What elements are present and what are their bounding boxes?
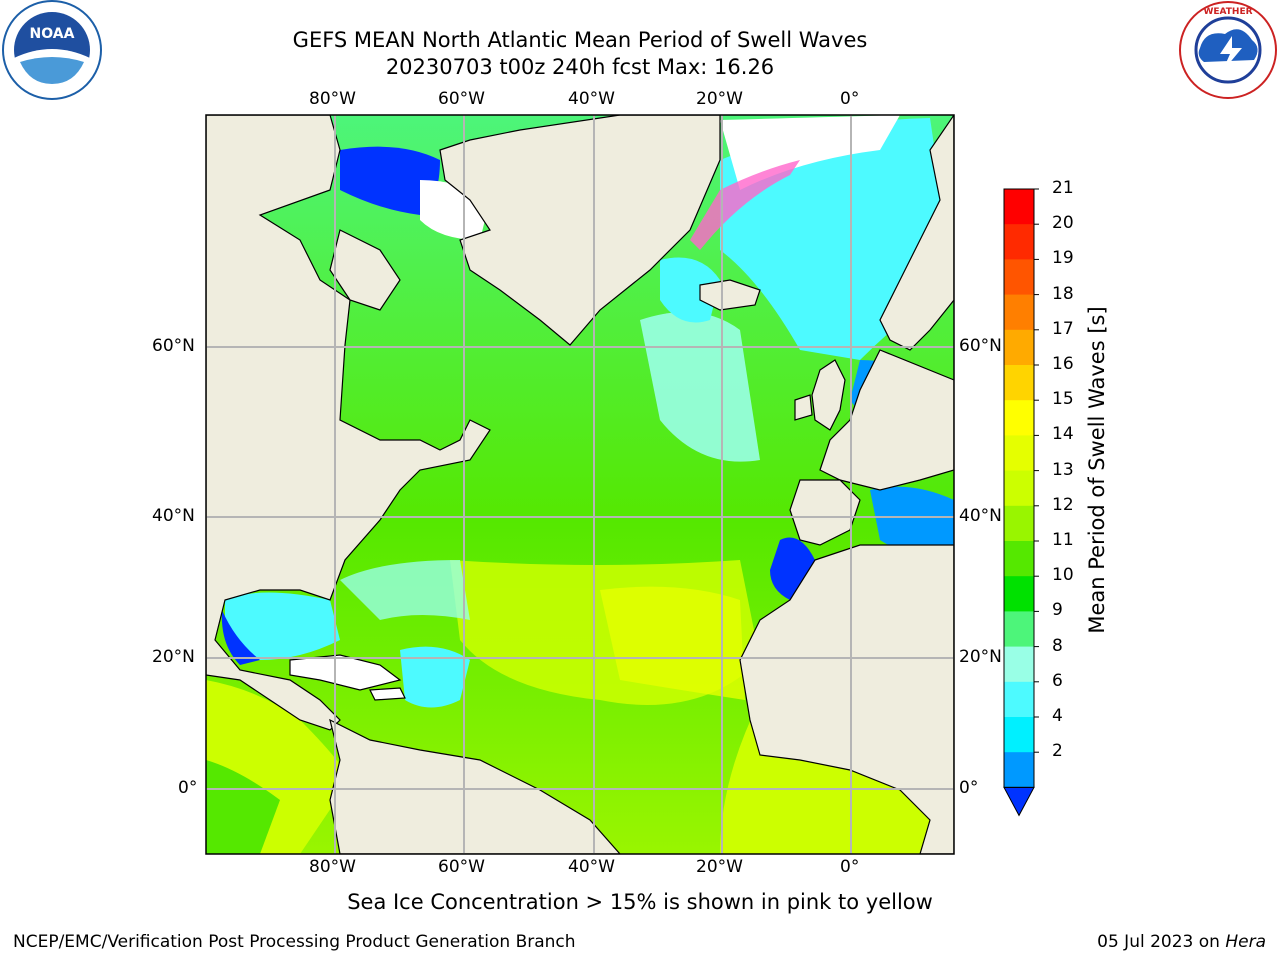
colorbar-segment (1004, 505, 1034, 542)
colorbar-tick-label: 2 (1052, 741, 1063, 762)
lat-label-right: 20°N (959, 647, 1002, 667)
noaa-logo: NOAA (2, 0, 102, 100)
footer-credit: NCEP/EMC/Verification Post Processing Pr… (13, 932, 576, 952)
lon-label-top: 20°W (696, 89, 743, 109)
colorbar-segment (1004, 435, 1034, 472)
lat-label-left: 40°N (152, 506, 195, 526)
colorbar-segment (1004, 576, 1034, 612)
colorbar-segment (1004, 646, 1034, 683)
colorbar-tick-label: 18 (1052, 283, 1074, 304)
graticule (206, 115, 954, 854)
colorbar-segment (1004, 611, 1034, 648)
lon-label-bottom: 80°W (309, 857, 356, 877)
colorbar-segment (1004, 294, 1034, 331)
lon-label-top: 0° (840, 89, 860, 109)
colorbar-tick-label: 19 (1052, 248, 1074, 269)
colorbar-segment (1004, 717, 1034, 753)
colorbar-tick-label: 10 (1052, 565, 1074, 586)
footer-host: Hera (1225, 932, 1266, 952)
swell-patch (400, 646, 470, 708)
svg-text:NOAA: NOAA (30, 26, 75, 42)
swell-patch (870, 486, 954, 560)
colorbar-segment (1004, 329, 1034, 366)
svg-text:WEATHER: WEATHER (1203, 7, 1252, 17)
colorbar-tick-label: 15 (1052, 389, 1074, 410)
lon-label-top: 60°W (438, 89, 485, 109)
colorbar-tick-label: 8 (1052, 635, 1063, 656)
swell-patch (340, 146, 440, 215)
swell-patch (640, 312, 760, 462)
colorbar-tick-label: 9 (1052, 600, 1063, 621)
lat-label-left: 20°N (152, 647, 195, 667)
colorbar-segment (1004, 470, 1034, 507)
swell-patch (206, 760, 280, 854)
lon-label-bottom: 40°W (568, 857, 615, 877)
colorbar-segment (1004, 365, 1034, 401)
colorbar-tick-label: 6 (1052, 670, 1063, 691)
colorbar-tick-label: 20 (1052, 213, 1074, 234)
swell-patch (340, 560, 470, 620)
colorbar-segment (1004, 681, 1034, 718)
colorbar-tick-label: 21 (1052, 178, 1074, 198)
colorbar-tick-label: 11 (1052, 530, 1074, 550)
colorbar-segment (1004, 259, 1034, 296)
lat-label-right: 40°N (959, 506, 1002, 526)
land (206, 115, 954, 854)
swell-patch (660, 257, 720, 323)
colorbar-segment (1004, 189, 1034, 225)
swell-patch (221, 610, 260, 665)
chart-title: GEFS MEAN North Atlantic Mean Period of … (292, 28, 868, 52)
swell-patch (600, 586, 745, 700)
lat-label-left: 0° (178, 778, 198, 798)
lon-label-top: 80°W (309, 89, 356, 109)
lat-label-right: 0° (959, 778, 979, 798)
colorbar-segment (1004, 541, 1034, 577)
lat-label-right: 60°N (959, 336, 1002, 356)
lon-label-top: 40°W (568, 89, 615, 109)
colorbar-outline (1003, 188, 1035, 788)
sea-ice-note: Sea Ice Concentration > 15% is shown in … (347, 890, 933, 914)
lon-label-bottom: 0° (840, 857, 860, 877)
colorbar-segment (1004, 224, 1034, 260)
map-frame (205, 114, 955, 855)
colorbar-title: Mean Period of Swell Waves [s] (1085, 306, 1109, 634)
lon-label-bottom: 60°W (438, 857, 485, 877)
swell-patch (225, 592, 340, 660)
nws-logo: WEATHER (1179, 1, 1277, 99)
footer-date: 05 Jul 2023 on Hera (1097, 932, 1266, 952)
lat-label-left: 60°N (152, 336, 195, 356)
colorbar-segment (1004, 752, 1034, 788)
colorbar (1003, 188, 1039, 817)
colorbar-tick-label: 16 (1052, 354, 1074, 374)
colorbar-tick-label: 13 (1052, 459, 1074, 480)
sea-ice (690, 160, 800, 250)
colorbar-tick-label: 4 (1052, 706, 1063, 726)
chart-subtitle: 20230703 t00z 240h fcst Max: 16.26 (385, 55, 775, 79)
colorbar-extension (1003, 786, 1035, 817)
colorbar-segment (1004, 400, 1034, 436)
colorbar-tick-label: 14 (1052, 424, 1074, 445)
colorbar-tick-label: 17 (1052, 318, 1074, 339)
swell-patch (770, 537, 815, 600)
colorbar-tick-label: 12 (1052, 494, 1074, 515)
lon-label-bottom: 20°W (696, 857, 743, 877)
